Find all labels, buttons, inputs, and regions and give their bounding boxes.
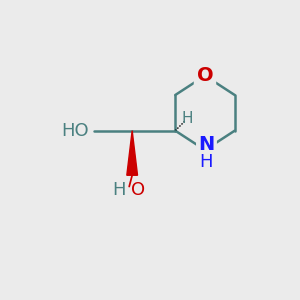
Text: O: O	[197, 66, 213, 85]
Polygon shape	[127, 131, 137, 175]
Text: H: H	[200, 154, 213, 172]
Text: N: N	[198, 135, 214, 154]
Text: H: H	[113, 181, 126, 199]
Text: O: O	[131, 181, 145, 199]
Text: HO: HO	[61, 122, 89, 140]
Text: H: H	[182, 111, 194, 126]
